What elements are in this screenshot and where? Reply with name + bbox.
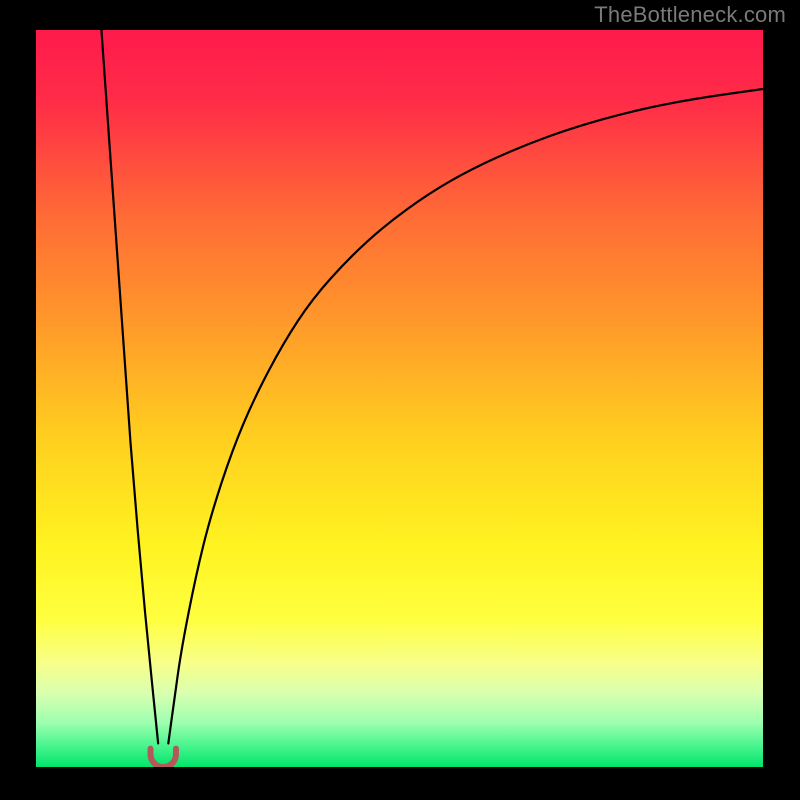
watermark-text: TheBottleneck.com xyxy=(594,2,786,28)
left-arm-curve xyxy=(101,30,158,743)
notch-marker xyxy=(151,749,176,767)
plot-area xyxy=(36,30,763,767)
right-arm-curve xyxy=(168,89,763,743)
curve-layer xyxy=(36,30,763,767)
chart-container: TheBottleneck.com xyxy=(0,0,800,800)
